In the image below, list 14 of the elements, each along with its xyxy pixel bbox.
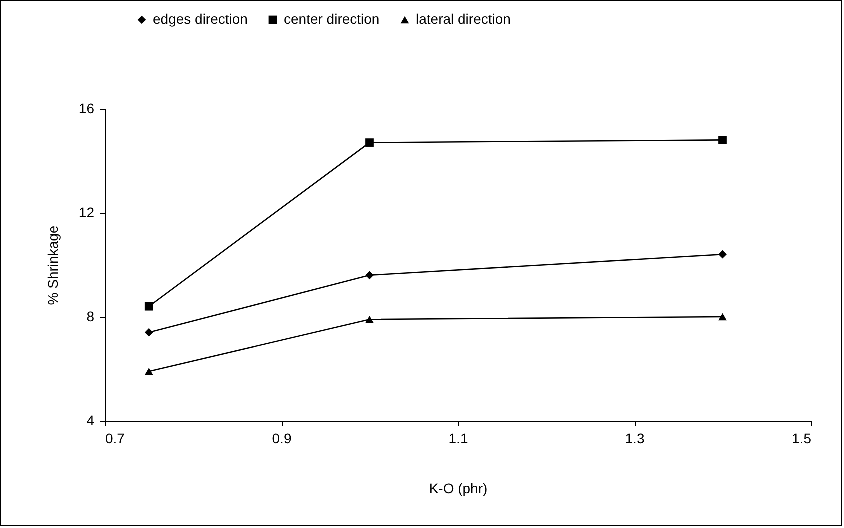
- x-axis-title: K-O (phr): [429, 480, 488, 496]
- x-tick-label: 0.9: [272, 430, 292, 446]
- x-tick-label: 0.7: [106, 430, 126, 446]
- x-tick-label: 1.1: [448, 430, 468, 446]
- y-axis-title: % Shrinkage: [44, 226, 61, 306]
- legend-label: edges direction: [153, 11, 248, 27]
- x-tick-label: 1.5: [792, 430, 812, 446]
- y-tick-label: 12: [78, 204, 95, 220]
- legend-label: center direction: [284, 11, 380, 27]
- y-tick-label: 4: [86, 412, 95, 428]
- x-tick-label: 1.3: [625, 430, 645, 446]
- legend-label: lateral direction: [416, 11, 511, 27]
- y-tick-label: 16: [78, 100, 95, 116]
- y-tick-label: 8: [86, 308, 95, 324]
